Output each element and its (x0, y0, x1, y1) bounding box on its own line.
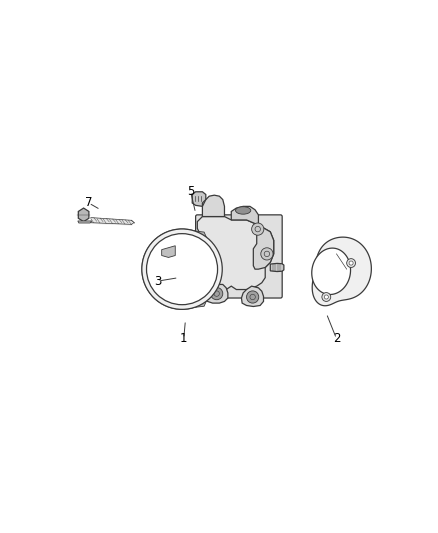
Polygon shape (78, 221, 92, 223)
Text: 7: 7 (85, 197, 92, 209)
Ellipse shape (147, 235, 217, 304)
Circle shape (251, 223, 264, 235)
Ellipse shape (152, 239, 212, 300)
Ellipse shape (142, 229, 222, 309)
Circle shape (324, 295, 328, 299)
Polygon shape (162, 246, 175, 257)
Ellipse shape (147, 233, 218, 305)
Polygon shape (241, 286, 264, 306)
Circle shape (322, 293, 331, 302)
Polygon shape (197, 216, 274, 289)
Polygon shape (192, 192, 206, 206)
Polygon shape (270, 263, 284, 271)
FancyBboxPatch shape (196, 215, 282, 298)
Ellipse shape (142, 229, 222, 309)
Text: 1: 1 (180, 332, 187, 345)
Ellipse shape (236, 207, 251, 214)
Circle shape (247, 291, 259, 303)
Circle shape (261, 248, 273, 260)
Polygon shape (231, 206, 258, 225)
Polygon shape (204, 285, 228, 303)
Polygon shape (253, 225, 274, 269)
Circle shape (349, 261, 353, 265)
Polygon shape (312, 237, 371, 306)
Polygon shape (312, 248, 350, 295)
Circle shape (211, 287, 223, 300)
Text: 2: 2 (333, 332, 340, 345)
Polygon shape (202, 195, 224, 216)
Text: 3: 3 (155, 274, 162, 287)
Circle shape (347, 259, 356, 268)
Text: 5: 5 (187, 184, 194, 198)
Polygon shape (180, 229, 212, 309)
Polygon shape (78, 208, 89, 222)
